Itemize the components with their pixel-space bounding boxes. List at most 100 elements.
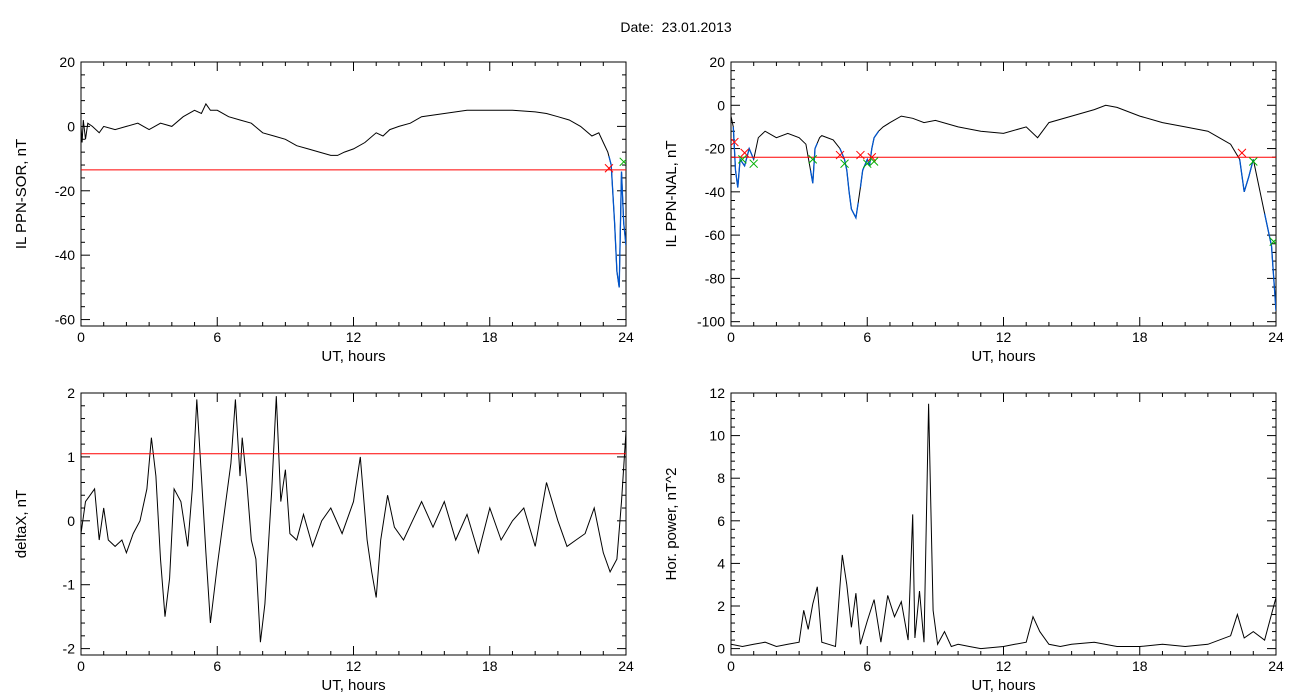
plot-frame [80,392,627,656]
y-tick-label: 2 [67,385,75,401]
panel-a: 0 6 12 18 24 -60 -40 -20 0 20 UT, hours IL PPN-SOR,… [13,54,634,365]
series-line [731,104,1276,311]
event-start-marker [1237,148,1247,158]
event-start-marker [604,163,614,173]
event-end-marker [1269,237,1276,246]
y-tick-label: -20 [705,141,725,157]
marker-stroke [840,159,849,169]
x-tick-label: 6 [213,329,221,345]
x-tick-label: 0 [727,329,735,345]
y-axis-title: Hor. power, nT^2 [663,468,680,581]
plot-area [81,102,626,288]
series-line [81,396,626,643]
y-tick-label: -80 [705,270,725,286]
marker-stroke [740,148,749,158]
x-tick-label: 18 [1132,658,1148,674]
event-segment [732,126,755,188]
event-end-marker [840,159,849,169]
x-tick-label: 24 [618,329,634,345]
y-tick-label: -100 [697,314,725,330]
marker-stroke [731,137,739,147]
plot-frame [80,61,627,327]
page-title: Date: 23.01.2013 [620,19,732,35]
marker-stroke [862,159,872,169]
plot-frame [730,392,1277,656]
marker-stroke [738,155,747,164]
x-tick-label: 18 [1132,329,1148,345]
y-tick-label: -60 [705,227,725,243]
event-end-marker [1248,157,1258,166]
x-tick-label: 0 [727,658,735,674]
marker-stroke [867,152,877,162]
x-axis-title: UT, hours [321,348,385,365]
y-tick-label: 8 [717,470,725,486]
x-tick-label: 24 [1268,658,1284,674]
event-segment [809,142,818,184]
x-tick-label: 18 [482,329,498,345]
event-end-marker [619,157,626,167]
y-tick-label: 6 [717,513,725,529]
marker-stroke [604,163,614,173]
x-tick-label: 18 [482,658,498,674]
x-tick-label: 0 [77,658,85,674]
marker-stroke [856,150,865,160]
y-tick-label: 0 [717,97,725,113]
x-tick-label: 6 [863,658,871,674]
y-tick-label: 0 [67,513,75,529]
event-end-marker [862,159,872,169]
y-tick-label: 20 [709,54,725,70]
event-start-marker [731,137,739,147]
y-axis-title: deltaX, nT [13,490,30,558]
event-end-marker [749,159,759,169]
event-start-marker [835,150,845,160]
x-tick-label: 24 [1268,329,1284,345]
y-tick-label: 4 [717,555,725,571]
y-axis-title: IL PPN-NAL, nT [663,141,680,248]
y-tick-label: 2 [717,598,725,614]
x-axis-title: UT, hours [321,677,385,694]
marker-stroke [619,158,626,167]
x-tick-label: 0 [77,329,85,345]
event-segment [1239,159,1254,192]
x-tick-label: 24 [618,658,634,674]
y-tick-label: -40 [705,184,725,200]
event-start-marker [856,150,865,160]
x-tick-label: 12 [346,329,362,345]
event-start-marker [867,152,877,162]
y-tick-label: 20 [59,54,75,70]
x-tick-label: 6 [863,329,871,345]
x-tick-label: 12 [346,658,362,674]
event-end-marker [869,157,879,166]
y-tick-label: 10 [709,428,725,444]
y-tick-label: -1 [63,577,76,593]
y-tick-label: -40 [55,247,75,263]
event-segment [839,148,859,220]
marker-stroke [1248,157,1258,166]
event-start-marker [740,148,749,158]
event-segment [608,156,626,288]
y-tick-label: 12 [709,385,725,401]
marker-stroke [749,159,759,169]
event-segment [1263,213,1276,311]
x-axis-title: UT, hours [971,677,1035,694]
marker-stroke [1237,148,1247,158]
event-end-marker [738,155,747,164]
marker-stroke [869,157,879,166]
y-tick-label: -60 [55,312,75,328]
x-axis-title: UT, hours [971,348,1035,365]
y-tick-label: -2 [63,641,76,657]
event-end-marker [808,155,818,164]
plot-area [81,396,626,643]
marker-stroke [808,155,818,164]
plot-frame [730,61,1277,327]
x-tick-label: 6 [213,658,221,674]
series-line [731,403,1276,650]
y-tick-label: 0 [67,118,75,134]
marker-stroke [1269,238,1276,246]
y-tick-label: 0 [717,641,725,657]
y-tick-label: 1 [67,449,75,465]
panel-b: 0 6 12 18 24 -100 -80 -60 -40 -20 0 20 UT, hours IL P… [663,54,1284,365]
